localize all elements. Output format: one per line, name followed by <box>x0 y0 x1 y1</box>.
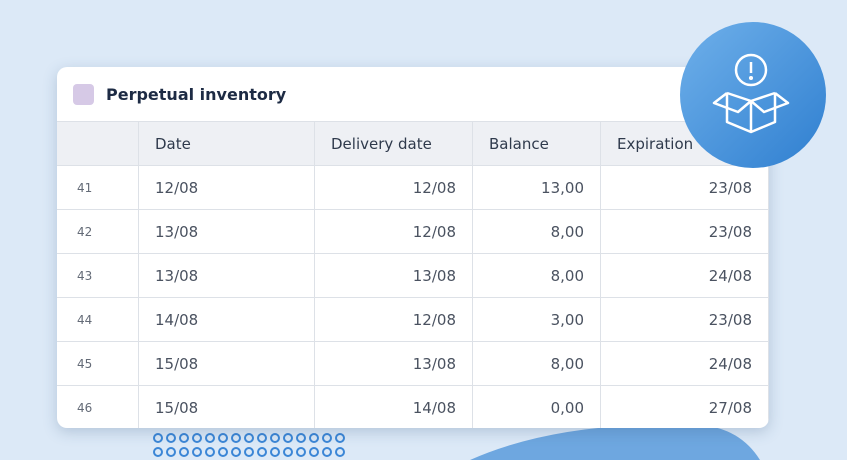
row-number: 46 <box>57 385 139 428</box>
dot <box>270 447 280 457</box>
dot <box>257 433 267 443</box>
table-cell: 27/08 <box>601 385 769 428</box>
dot <box>205 447 215 457</box>
dot <box>322 447 332 457</box>
dot <box>335 447 345 457</box>
dot <box>179 447 189 457</box>
dot <box>231 433 241 443</box>
dot-pattern <box>153 433 345 457</box>
table-cell: 3,00 <box>473 297 601 341</box>
dot <box>335 433 345 443</box>
row-number: 43 <box>57 253 139 297</box>
dot <box>244 433 254 443</box>
table-cell: 13/08 <box>315 253 473 297</box>
table-cell: 23/08 <box>601 165 769 209</box>
table-cell: 12/08 <box>315 297 473 341</box>
row-number: 42 <box>57 209 139 253</box>
dot <box>166 447 176 457</box>
dot <box>244 447 254 457</box>
table-cell: 24/08 <box>601 341 769 385</box>
dot <box>309 447 319 457</box>
dot <box>231 447 241 457</box>
dot <box>179 433 189 443</box>
table-cell: 15/08 <box>139 341 315 385</box>
table-cell: 15/08 <box>139 385 315 428</box>
row-number: 44 <box>57 297 139 341</box>
table-cell: 0,00 <box>473 385 601 428</box>
table-cell: 14/08 <box>315 385 473 428</box>
table-cell: 8,00 <box>473 253 601 297</box>
table-cell: 24/08 <box>601 253 769 297</box>
table-cell: 13/08 <box>139 253 315 297</box>
table-cell: 23/08 <box>601 297 769 341</box>
dot <box>322 433 332 443</box>
table-cell: 13/08 <box>139 209 315 253</box>
dot <box>270 433 280 443</box>
dot <box>153 447 163 457</box>
dot <box>205 433 215 443</box>
dot <box>166 433 176 443</box>
blob <box>470 424 760 460</box>
header-cell <box>57 121 139 165</box>
alert-badge <box>680 22 826 168</box>
inventory-card: Perpetual inventory Date Delivery date Bal… <box>57 67 769 428</box>
dot <box>257 447 267 457</box>
dot <box>283 433 293 443</box>
table-cell: 12/08 <box>315 209 473 253</box>
row-number: 41 <box>57 165 139 209</box>
dot <box>296 433 306 443</box>
card-title: Perpetual inventory <box>106 85 287 104</box>
table-cell: 14/08 <box>139 297 315 341</box>
table-cell: 8,00 <box>473 341 601 385</box>
dot <box>153 433 163 443</box>
title-swatch <box>73 84 94 105</box>
dot <box>296 447 306 457</box>
row-number: 45 <box>57 341 139 385</box>
column-header: Date <box>139 121 315 165</box>
dot <box>192 447 202 457</box>
dot <box>192 433 202 443</box>
dot <box>218 447 228 457</box>
table-cell: 23/08 <box>601 209 769 253</box>
dot <box>283 447 293 457</box>
column-header: Delivery date <box>315 121 473 165</box>
table-cell: 13,00 <box>473 165 601 209</box>
dot <box>309 433 319 443</box>
dot <box>218 433 228 443</box>
box-icon <box>712 53 790 134</box>
table-cell: 13/08 <box>315 341 473 385</box>
table-cell: 8,00 <box>473 209 601 253</box>
column-header: Balance <box>473 121 601 165</box>
table-cell: 12/08 <box>315 165 473 209</box>
table-cell: 12/08 <box>139 165 315 209</box>
